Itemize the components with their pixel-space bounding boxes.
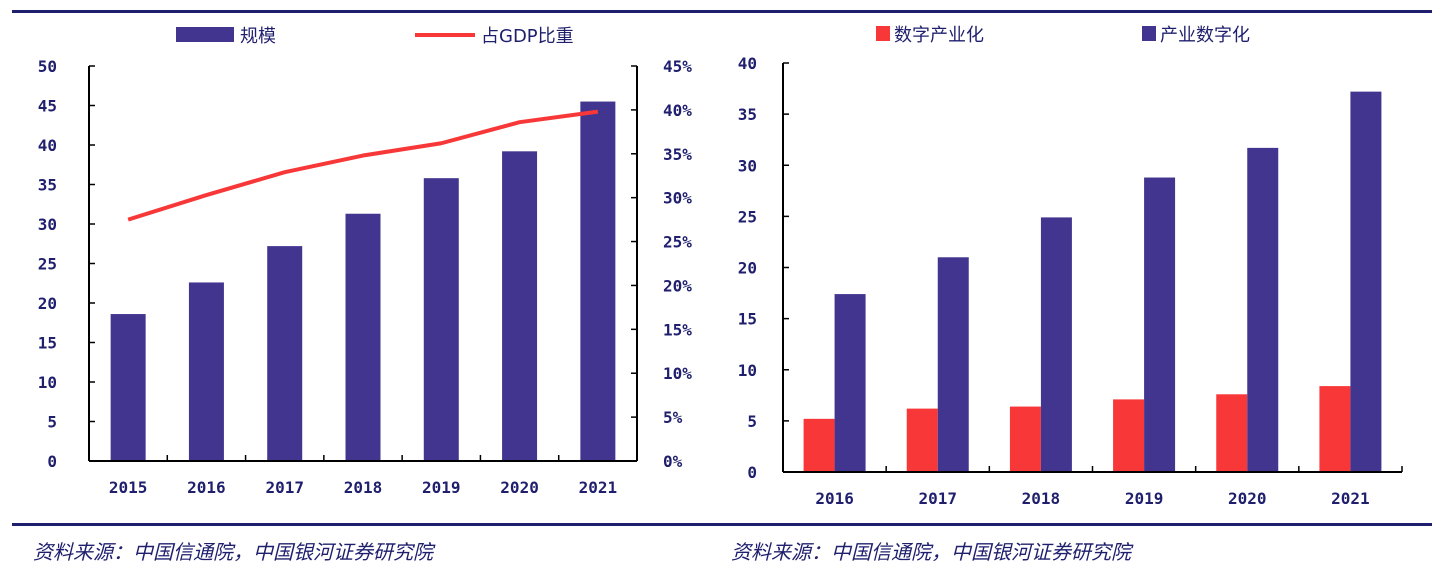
bar-industrial-digitalization-2018 bbox=[1040, 217, 1072, 472]
right-y-tick-label: 0% bbox=[663, 452, 683, 471]
right-y-tick-label: 45% bbox=[663, 57, 692, 76]
bar-industrial-digitalization-2020 bbox=[1247, 147, 1279, 472]
bar-digital-industrialization-2019 bbox=[1113, 399, 1145, 472]
x-tick-label: 2017 bbox=[265, 478, 304, 497]
legend-swatch-digital-industrialization bbox=[876, 26, 890, 41]
bar-scale-2021 bbox=[580, 101, 616, 462]
x-tick-label-right-chart: 2021 bbox=[1331, 489, 1370, 508]
source-note-right: 资料来源：中国信通院，中国银河证券研究院 bbox=[731, 540, 1131, 564]
x-tick-label: 2020 bbox=[500, 478, 539, 497]
bar-industrial-digitalization-2016 bbox=[834, 294, 866, 472]
legend-swatch-scale bbox=[176, 27, 234, 42]
bar-scale-2020 bbox=[502, 151, 538, 461]
legend-label-digital-industrialization: 数字产业化 bbox=[894, 25, 984, 46]
legend-label-gdp-share: 占GDP比重 bbox=[481, 26, 574, 47]
right-y-tick-label: 10% bbox=[663, 364, 692, 383]
top-rule bbox=[12, 10, 1432, 13]
bar-digital-industrialization-2017 bbox=[906, 408, 938, 472]
bar-scale-2018 bbox=[345, 213, 381, 461]
legend-label-scale: 规模 bbox=[240, 26, 276, 47]
bar-industrial-digitalization-2021 bbox=[1350, 91, 1382, 472]
x-tick-label-right-chart: 2016 bbox=[815, 489, 854, 508]
x-tick-label: 2021 bbox=[579, 478, 618, 497]
bar-digital-industrialization-2018 bbox=[1009, 406, 1041, 472]
x-tick-label-right-chart: 2018 bbox=[1022, 489, 1061, 508]
left-y-tick-label: 20 bbox=[38, 294, 57, 313]
bar-scale-2017 bbox=[267, 246, 303, 461]
line-gdp-share bbox=[127, 109, 599, 222]
x-tick-label-right-chart: 2020 bbox=[1228, 489, 1267, 508]
left-y-tick-label: 25 bbox=[38, 255, 57, 274]
left-y-tick-label: 40 bbox=[38, 136, 57, 155]
y-tick-label-right-chart: 25 bbox=[738, 207, 757, 226]
bar-scale-2015 bbox=[110, 314, 146, 461]
right-y-tick-label: 15% bbox=[663, 320, 692, 339]
left-y-tick-label: 30 bbox=[38, 215, 57, 234]
x-tick-label: 2015 bbox=[109, 478, 148, 497]
left-y-tick-label: 15 bbox=[38, 334, 57, 353]
y-tick-label-right-chart: 15 bbox=[738, 310, 757, 329]
left-y-tick-label: 10 bbox=[38, 373, 57, 392]
bar-scale-2019 bbox=[423, 178, 459, 461]
right-y-tick-label: 5% bbox=[663, 408, 683, 427]
legend-label-industrial-digitalization: 产业数字化 bbox=[1160, 25, 1250, 46]
left-y-tick-label: 50 bbox=[38, 57, 57, 76]
bar-scale-2016 bbox=[188, 282, 224, 461]
y-tick-label-right-chart: 35 bbox=[738, 105, 757, 124]
y-tick-label-right-chart: 10 bbox=[738, 361, 757, 380]
right-y-tick-label: 35% bbox=[663, 145, 692, 164]
y-tick-label-right-chart: 5 bbox=[747, 412, 757, 431]
left-y-tick-label: 35 bbox=[38, 176, 57, 195]
x-tick-label: 2018 bbox=[344, 478, 383, 497]
x-tick-label: 2019 bbox=[422, 478, 461, 497]
bar-digital-industrialization-2020 bbox=[1216, 394, 1248, 472]
right-y-tick-label: 20% bbox=[663, 276, 692, 295]
bar-industrial-digitalization-2017 bbox=[937, 257, 969, 472]
bar-industrial-digitalization-2019 bbox=[1144, 177, 1176, 472]
y-tick-label-right-chart: 20 bbox=[738, 259, 757, 278]
right-y-tick-label: 25% bbox=[663, 233, 692, 252]
y-tick-label-right-chart: 0 bbox=[747, 463, 757, 482]
bar-digital-industrialization-2016 bbox=[803, 418, 835, 472]
bottom-rule bbox=[12, 523, 1432, 526]
right-y-tick-label: 40% bbox=[663, 101, 692, 120]
y-tick-label-right-chart: 40 bbox=[738, 54, 757, 73]
bar-digital-industrialization-2021 bbox=[1319, 386, 1351, 472]
y-tick-label-right-chart: 30 bbox=[738, 156, 757, 175]
right-y-tick-label: 30% bbox=[663, 189, 692, 208]
left-y-tick-label: 0 bbox=[47, 452, 57, 471]
x-tick-label-right-chart: 2017 bbox=[918, 489, 957, 508]
legend-swatch-industrial-digitalization bbox=[1142, 26, 1156, 41]
left-y-tick-label: 5 bbox=[47, 413, 57, 432]
left-y-tick-label: 45 bbox=[38, 97, 57, 116]
x-tick-label: 2016 bbox=[187, 478, 226, 497]
source-note-left: 资料来源：中国信通院，中国银河证券研究院 bbox=[33, 540, 433, 564]
x-tick-label-right-chart: 2019 bbox=[1125, 489, 1164, 508]
